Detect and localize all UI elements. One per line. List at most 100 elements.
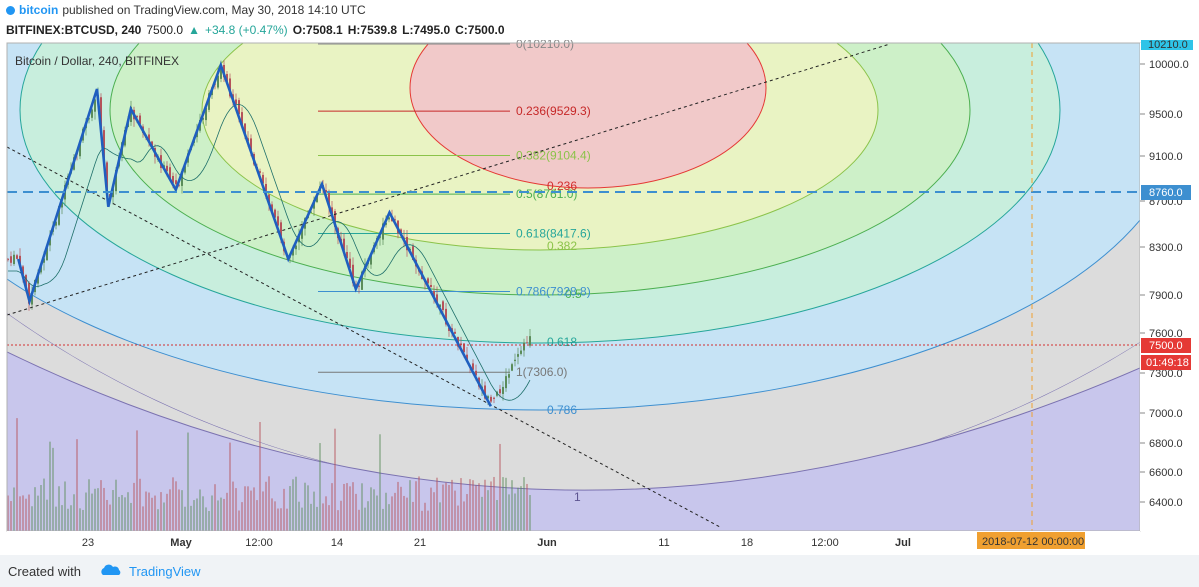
moving-average-line [8,103,531,401]
zigzag-pattern[interactable] [17,61,492,407]
y-tick-label: 7300.0 [1149,368,1183,380]
candle-body [184,166,186,173]
volume-bar [451,479,453,531]
volume-bar [94,488,96,531]
candle-body [433,290,435,297]
volume-bar [64,481,66,531]
candle-body [217,75,219,88]
open-value: O:7508.1 [292,23,343,37]
candle-body [166,165,168,172]
volume-bar [382,508,384,531]
x-tick-label: May [170,537,192,549]
volume-bar [148,492,150,531]
volume-bar [454,490,456,531]
candle-body [385,222,387,225]
volume-bar [28,494,30,531]
volume-bar [73,494,75,531]
volume-bar [235,488,237,531]
volume-bar [286,508,288,531]
fib-circle-1-band [7,352,1140,531]
volume-bar [313,491,315,531]
volume-bar [121,495,123,531]
candle-body [352,264,354,284]
candle-body [484,385,486,399]
y-tick-label: 6600.0 [1149,467,1183,479]
level-label: 8760.0 [1149,187,1183,199]
candle-body [487,396,489,399]
candle-body [382,223,384,240]
candle-body [499,389,501,394]
candle-body [115,169,117,192]
author-link[interactable]: bitcoin [19,3,59,17]
volume-bar [400,486,402,531]
volume-bar [412,501,414,531]
date-label: 2018-07-12 00:00:00 [982,536,1084,548]
volume-bar [460,478,462,531]
candle-body [310,211,312,213]
x-tick-label: 18 [741,537,753,549]
volume-bar [277,508,279,531]
trend-line-up[interactable] [7,43,891,316]
fib-circle-label: 0.236 [547,179,577,193]
tradingview-link[interactable]: TradingView [128,563,201,579]
fib-circles [7,43,1140,531]
y-axis[interactable] [1140,43,1199,531]
volume-bar [109,504,111,531]
volume-bar [151,497,153,531]
candle-body [244,123,246,135]
candle-body [328,193,330,208]
volume-bar [208,510,210,531]
volume-bar [484,479,486,531]
candle-body [238,100,240,115]
candle-body [229,78,231,97]
volume-bar [76,439,78,531]
volume-bar [442,484,444,531]
low-value: L:7495.0 [402,23,451,37]
candle-body [91,109,93,118]
volume-bar [193,500,195,531]
volume-bar [256,500,258,531]
candle-body [241,112,243,127]
fib-level-label: 0.786(7928.8) [516,285,591,299]
fib-retracement[interactable]: 0(10210.0) 0.236(9529.3) 0.382(9104.4) 0.5(… [318,40,591,379]
price-badge [1141,338,1191,353]
trend-line-down[interactable] [7,146,721,528]
volume-bar [508,494,510,531]
volume-bar [118,496,120,531]
volume-bar [304,482,306,531]
volume-bar [214,484,216,531]
candle-body [175,180,177,185]
volume-bar [472,480,474,531]
volume-bar [283,488,285,531]
footer: Created with TradingView [0,555,1199,587]
candle-body [103,130,105,161]
x-axis[interactable] [7,531,1140,553]
volume-bar [343,483,345,531]
volume-bar [478,483,480,531]
candle-body [28,283,30,304]
volume-bar [199,489,201,531]
volume-bar [511,480,513,531]
candle-body [226,74,228,83]
volume-bar [178,489,180,531]
volume-bar [379,434,381,531]
candle-body [298,236,300,243]
candle-body [454,331,456,334]
candle-body [280,222,282,240]
volume-bar [424,502,426,531]
candle-body [301,226,303,239]
bitcoin-logo-icon [6,5,15,15]
volume-bar [82,509,84,531]
volume-bar [190,505,192,531]
volume-bar [226,492,228,531]
volume-bar [415,481,417,531]
candle-body [523,342,525,351]
volume-bar [58,486,60,531]
volume-bar [91,493,93,531]
price-chart[interactable]: 0.236 0.382 0.5 0.618 0.786 1 0(10210.0)… [0,40,1199,555]
candle-body [262,174,264,184]
candle-body [490,396,492,402]
volume-bar [406,497,408,531]
candle-body [505,376,507,389]
volume-bar [349,486,351,531]
